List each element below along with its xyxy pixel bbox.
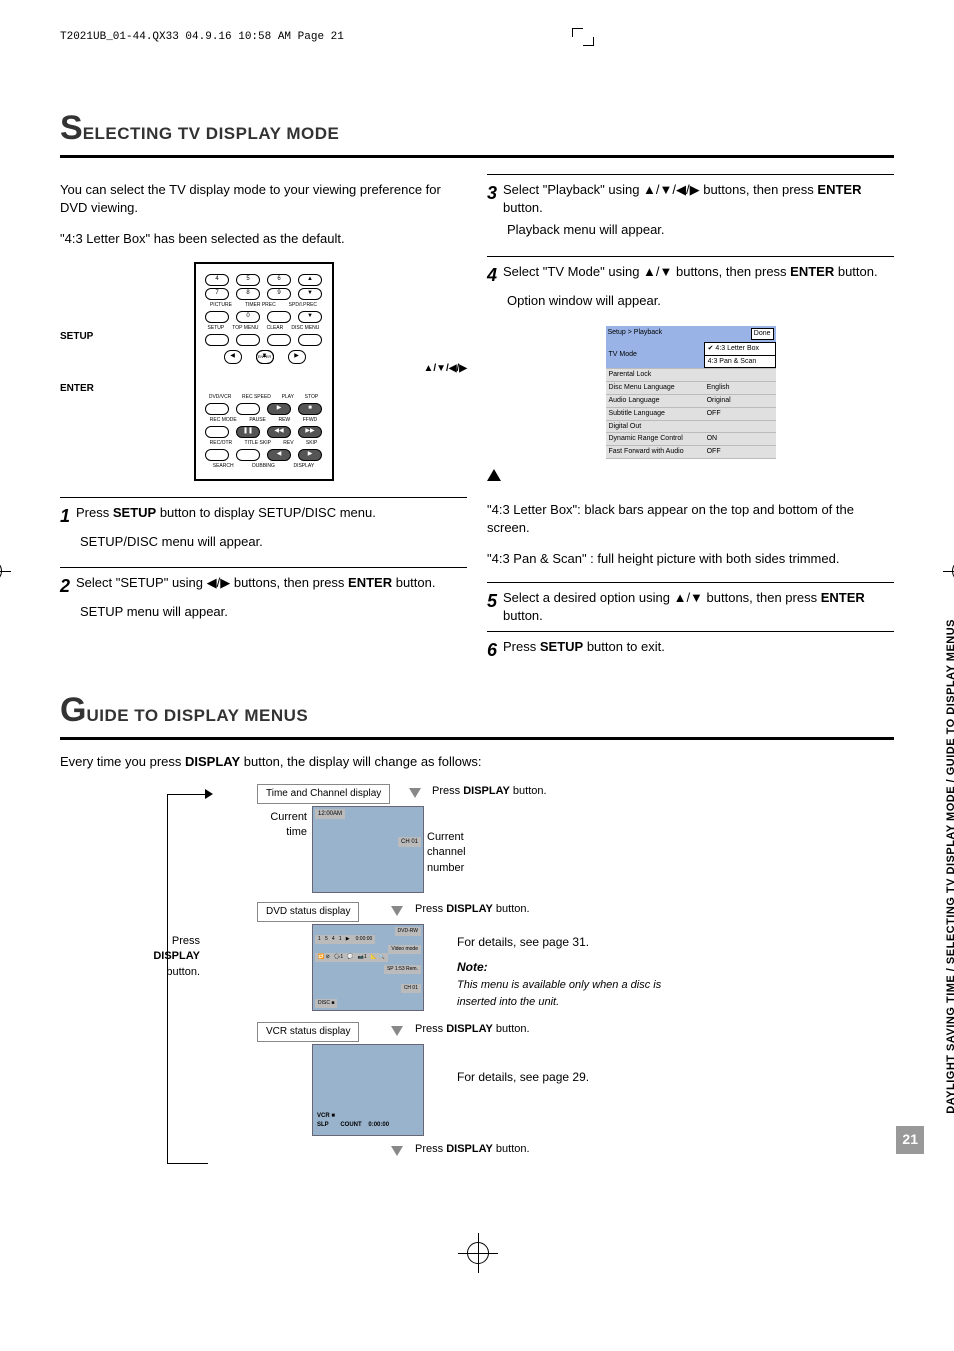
page-number: 21	[896, 1126, 924, 1154]
intro-text-2: "4:3 Letter Box" has been selected as th…	[60, 230, 467, 248]
step6-text: Press SETUP button to exit.	[503, 638, 665, 663]
remote-diagram: 456▲ 789▼ PICTURETIMER PRECSPD/I.PREC 0▼…	[194, 262, 334, 481]
time-channel-screen: 12:00AM CH 01	[312, 806, 424, 893]
section1-rest: ELECTING TV DISPLAY MODE	[83, 122, 340, 146]
step6-num: 6	[487, 638, 497, 663]
step1-sub: SETUP/DISC menu will appear.	[80, 533, 467, 551]
dvd-note: Note: This menu is available only when a…	[457, 959, 697, 1011]
dvd-details-ref: For details, see page 31.	[457, 934, 589, 951]
press-display-4: Press DISPLAY button.	[415, 1142, 530, 1157]
step5-text: Select a desired option using ▲/▼ button…	[503, 589, 894, 625]
section2-intro: Every time you press DISPLAY button, the…	[60, 753, 894, 771]
arrow-icon	[391, 1026, 403, 1036]
arrow-icon	[391, 1146, 403, 1156]
step4-text: Select "TV Mode" using ▲/▼ buttons, then…	[503, 263, 878, 288]
step2-text: Select "SETUP" using ◀/▶ buttons, then p…	[76, 574, 435, 599]
arrow-icon	[391, 906, 403, 916]
registration-mark-icon	[467, 1242, 489, 1264]
step2-sub: SETUP menu will appear.	[80, 603, 467, 621]
vcr-details-ref: For details, see page 29.	[457, 1069, 589, 1086]
dvd-status-box: DVD status display	[257, 902, 359, 922]
registration-mark-icon	[0, 560, 2, 582]
step3-text: Select "Playback" using ▲/▼/◀/▶ buttons,…	[503, 181, 894, 217]
current-channel-label: Currentchannelnumber	[427, 830, 466, 876]
step1-text: Press SETUP button to display SETUP/DISC…	[76, 504, 376, 529]
enter-callout: ENTER	[60, 382, 94, 396]
press-display-2: Press DISPLAY button.	[415, 902, 530, 917]
vcr-status-box: VCR status display	[257, 1022, 359, 1042]
setup-callout: SETUP	[60, 330, 93, 344]
step2-num: 2	[60, 574, 70, 599]
vcr-status-screen: VCR ■ SLP COUNT 0:00:00	[312, 1044, 424, 1136]
time-channel-box: Time and Channel display	[257, 784, 390, 804]
intro-text-1: You can select the TV display mode to yo…	[60, 181, 467, 217]
file-header: T2021UB_01-44.QX33 04.9.16 10:58 AM Page…	[60, 30, 894, 45]
section1-big: S	[60, 105, 83, 153]
side-tab: DAYLIGHT SAVING TIME / SELECTING TV DISP…	[944, 619, 954, 1114]
arrow-icon	[409, 788, 421, 798]
return-arrow	[167, 794, 208, 1164]
dvd-status-screen: 1 5 4 1 ▶ 0:00:00 DVD-RW 🔁 ⊘ 🗣1 💬 📷1 📐 🔍…	[312, 924, 424, 1011]
current-time-label: Currenttime	[227, 810, 307, 841]
step1-num: 1	[60, 504, 70, 529]
playback-menu-table: Setup > Playback Done TV Mode✔ 4:3 Lette…	[606, 326, 776, 459]
press-display-1: Press DISPLAY button.	[432, 784, 547, 799]
warn-text-1: "4:3 Letter Box": black bars appear on t…	[487, 501, 894, 537]
section2-title: G UIDE TO DISPLAY MENUS	[60, 687, 894, 740]
section2-rest: UIDE TO DISPLAY MENUS	[86, 704, 308, 728]
step5-num: 5	[487, 589, 497, 625]
step4-sub: Option window will appear.	[507, 292, 894, 310]
warning-icon	[487, 469, 501, 481]
arrows-callout: ▲/▼/◀/▶	[423, 362, 467, 376]
press-display-3: Press DISPLAY button.	[415, 1022, 530, 1037]
step3-num: 3	[487, 181, 497, 217]
section1-title: S ELECTING TV DISPLAY MODE	[60, 105, 894, 158]
arrow-right-icon	[205, 789, 213, 799]
warn-text-2: "4:3 Pan & Scan" : full height picture w…	[487, 550, 894, 568]
step4-num: 4	[487, 263, 497, 288]
step3-sub: Playback menu will appear.	[507, 221, 894, 239]
section2-big: G	[60, 687, 86, 735]
warning-block: "4:3 Letter Box": black bars appear on t…	[487, 469, 894, 569]
